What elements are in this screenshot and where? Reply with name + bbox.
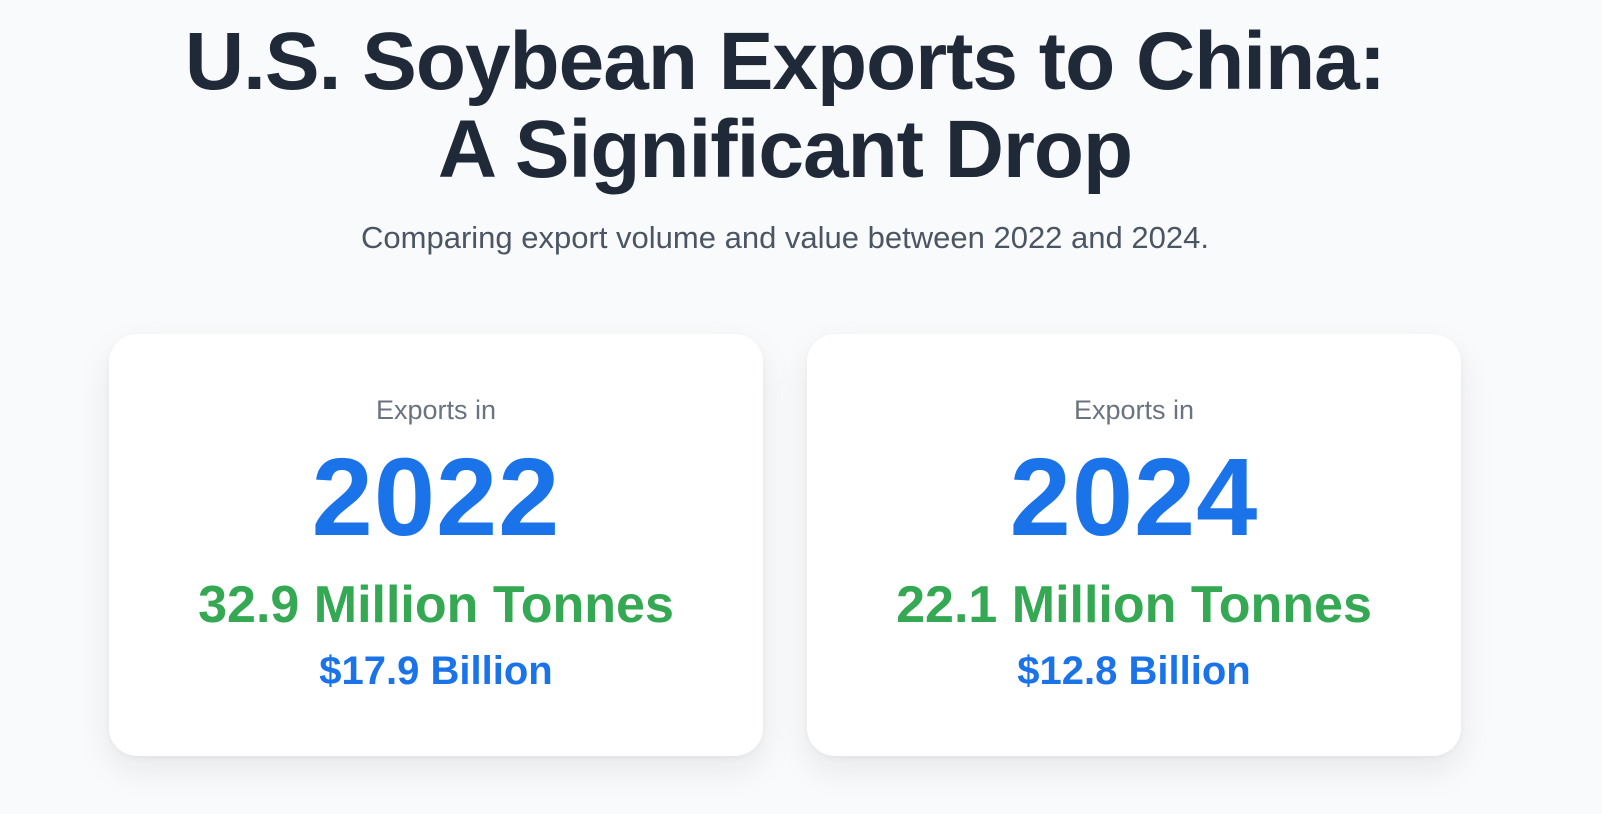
card-label: Exports in <box>1073 395 1195 425</box>
card-label: Exports in <box>375 395 497 425</box>
card-volume: 22.1 Million Tonnes <box>896 576 1372 634</box>
exports-card-2024: Exports in 2024 22.1 Million Tonnes $12.… <box>807 334 1461 756</box>
page-title-line-1: U.S. Soybean Exports to China: <box>184 16 1386 107</box>
exports-card-2022: Exports in 2022 32.9 Million Tonnes $17.… <box>109 334 763 756</box>
card-value: $12.8 Billion <box>1017 649 1251 693</box>
card-volume: 32.9 Million Tonnes <box>198 576 674 634</box>
card-year: 2022 <box>311 436 561 559</box>
card-year: 2024 <box>1009 436 1259 559</box>
page-title: U.S. Soybean Exports to China: A Signifi… <box>0 18 1570 194</box>
card-value: $17.9 Billion <box>319 649 553 693</box>
page-title-line-2: A Significant Drop <box>437 104 1133 195</box>
page-subtitle: Comparing export volume and value betwee… <box>361 220 1209 255</box>
